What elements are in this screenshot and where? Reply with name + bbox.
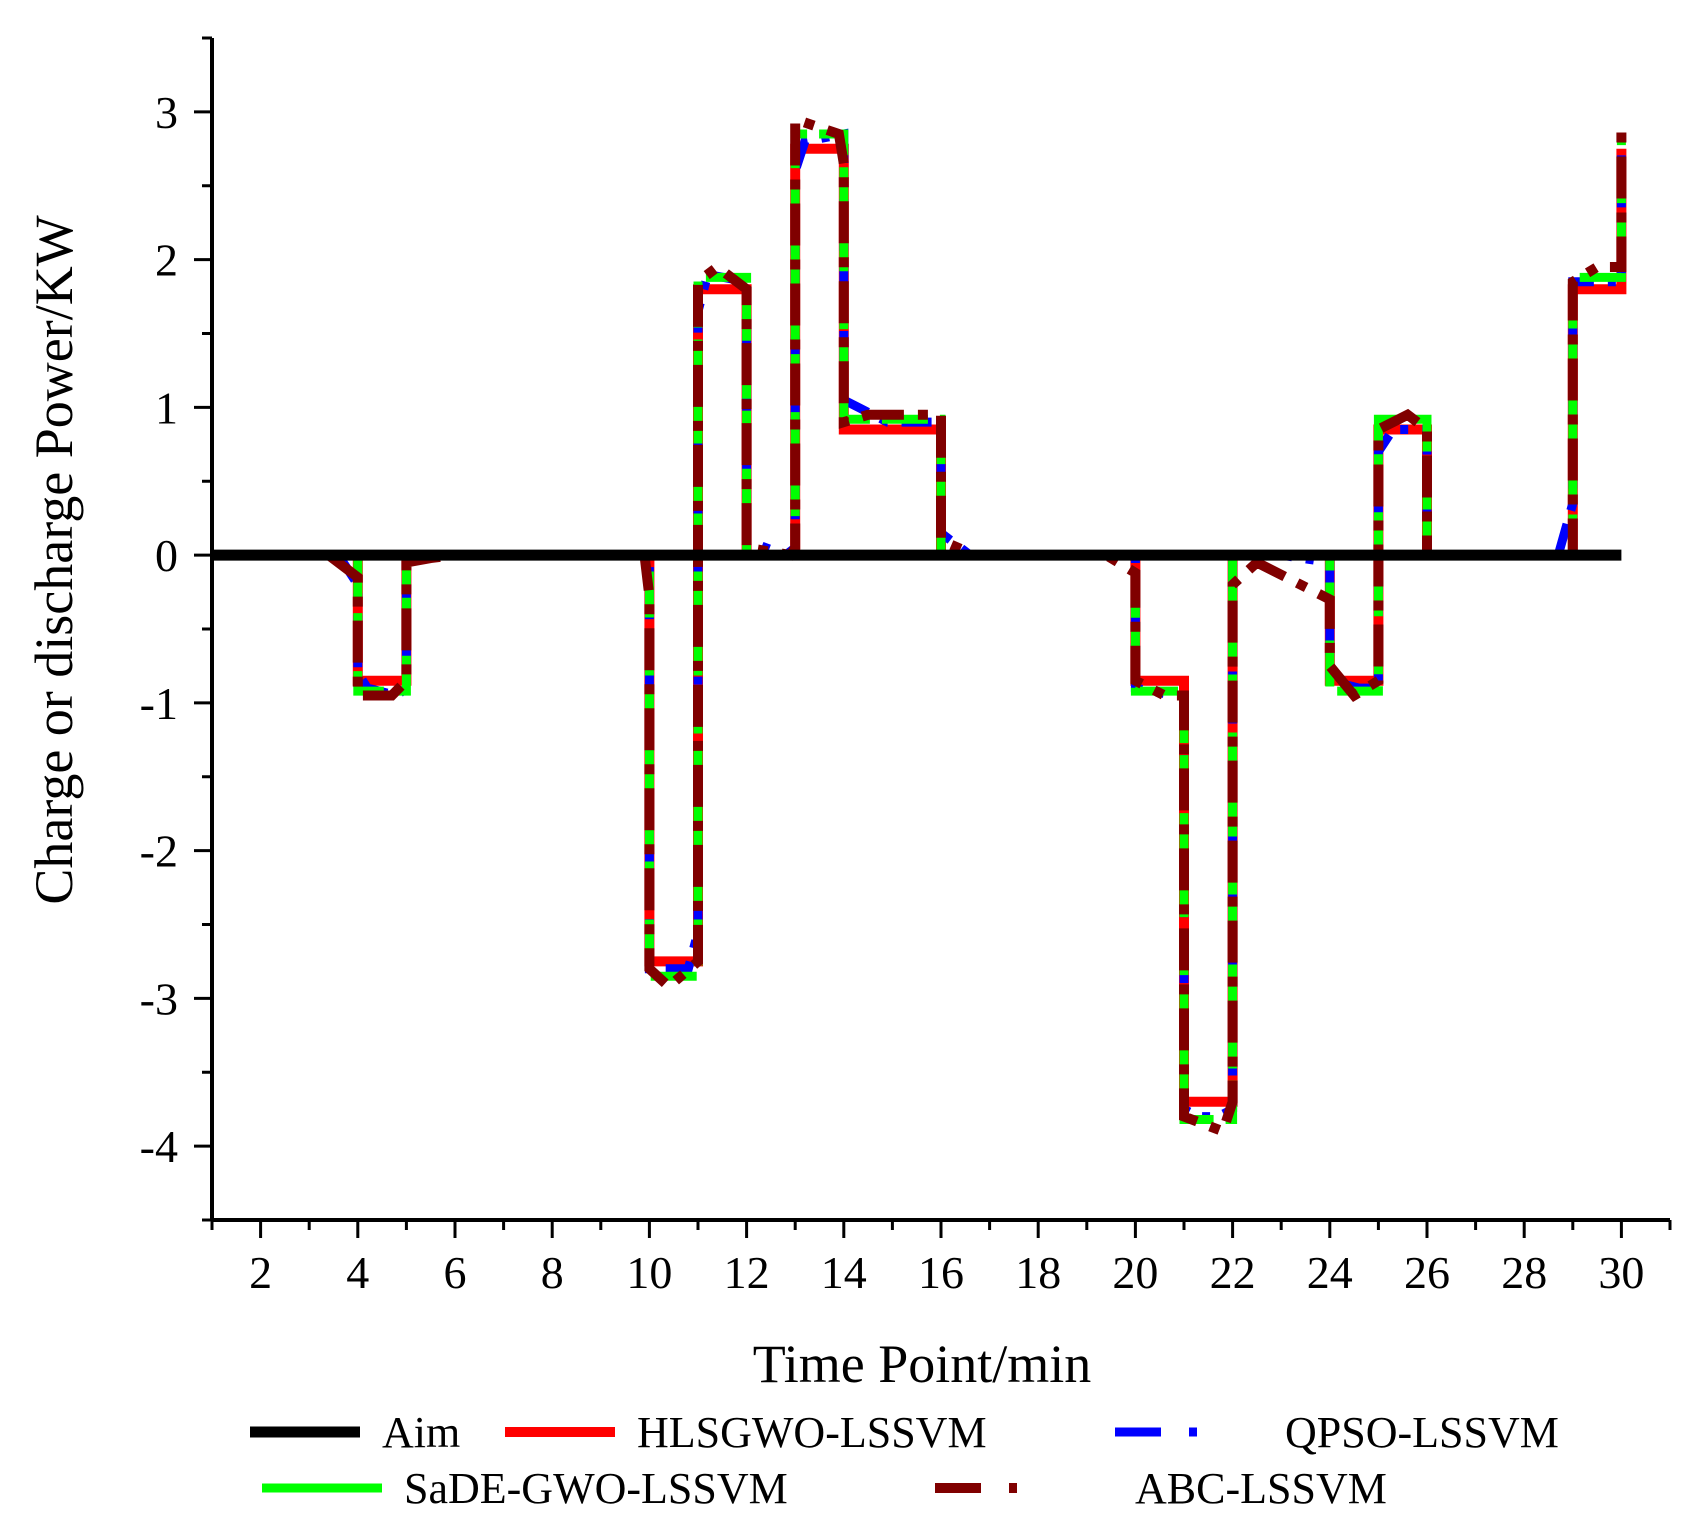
series-layer [212, 112, 1627, 1138]
legend-item-1: HLSGWO-LSSVM [505, 1408, 987, 1457]
y-tick-label--2: -2 [140, 826, 178, 877]
x-tick-label-8: 8 [541, 1247, 564, 1298]
x-tick-label-2: 2 [249, 1247, 272, 1298]
x-tick-label-22: 22 [1210, 1247, 1256, 1298]
legend-item-2: QPSO-LSSVM [1115, 1408, 1559, 1457]
x-tick-label-18: 18 [1015, 1247, 1061, 1298]
x-axis-title: Time Point/min [753, 1334, 1092, 1394]
x-tick-label-26: 26 [1404, 1247, 1450, 1298]
legend-label-3: SaDE-GWO-LSSVM [404, 1464, 788, 1513]
y-tick-label-0: 0 [155, 530, 178, 581]
legend-item-3: SaDE-GWO-LSSVM [262, 1464, 788, 1513]
legend-label-4: ABC-LSSVM [1135, 1464, 1387, 1513]
series-line-2 [334, 128, 1626, 1122]
legend-item-4: ABC-LSSVM [935, 1464, 1387, 1513]
x-tick-label-28: 28 [1501, 1247, 1547, 1298]
y-tick-label--4: -4 [140, 1121, 178, 1172]
legend-label-1: HLSGWO-LSSVM [637, 1408, 987, 1457]
x-tick-label-4: 4 [346, 1247, 369, 1298]
legend-label-0: Aim [382, 1408, 460, 1457]
x-tick-label-10: 10 [626, 1247, 672, 1298]
y-tick-label-2: 2 [155, 235, 178, 286]
legend-label-2: QPSO-LSSVM [1285, 1408, 1559, 1457]
axes [210, 38, 1670, 1222]
legend: Aim HLSGWO-LSSVM QPSO-LSSVM SaDE-GWO-LSSVM A… [250, 1408, 1559, 1513]
x-tick-label-6: 6 [444, 1247, 467, 1298]
legend-item-0: Aim [250, 1408, 460, 1457]
y-tick-label-3: 3 [155, 87, 178, 138]
y-tick-label--3: -3 [140, 973, 178, 1024]
y-axis-title: Charge or discharge Power/KW [24, 215, 84, 904]
x-tick-label-14: 14 [821, 1247, 867, 1298]
x-tick-label-20: 20 [1112, 1247, 1158, 1298]
x-tick-label-24: 24 [1307, 1247, 1353, 1298]
x-tick-label-30: 30 [1598, 1247, 1644, 1298]
y-tick-label--1: -1 [140, 678, 178, 729]
x-tick-label-12: 12 [724, 1247, 770, 1298]
series-line-1 [352, 143, 1627, 1107]
series-line-3 [353, 129, 1626, 1124]
y-tick-label-1: 1 [155, 382, 178, 433]
series-line-4 [325, 112, 1627, 1138]
x-tick-label-16: 16 [918, 1247, 964, 1298]
